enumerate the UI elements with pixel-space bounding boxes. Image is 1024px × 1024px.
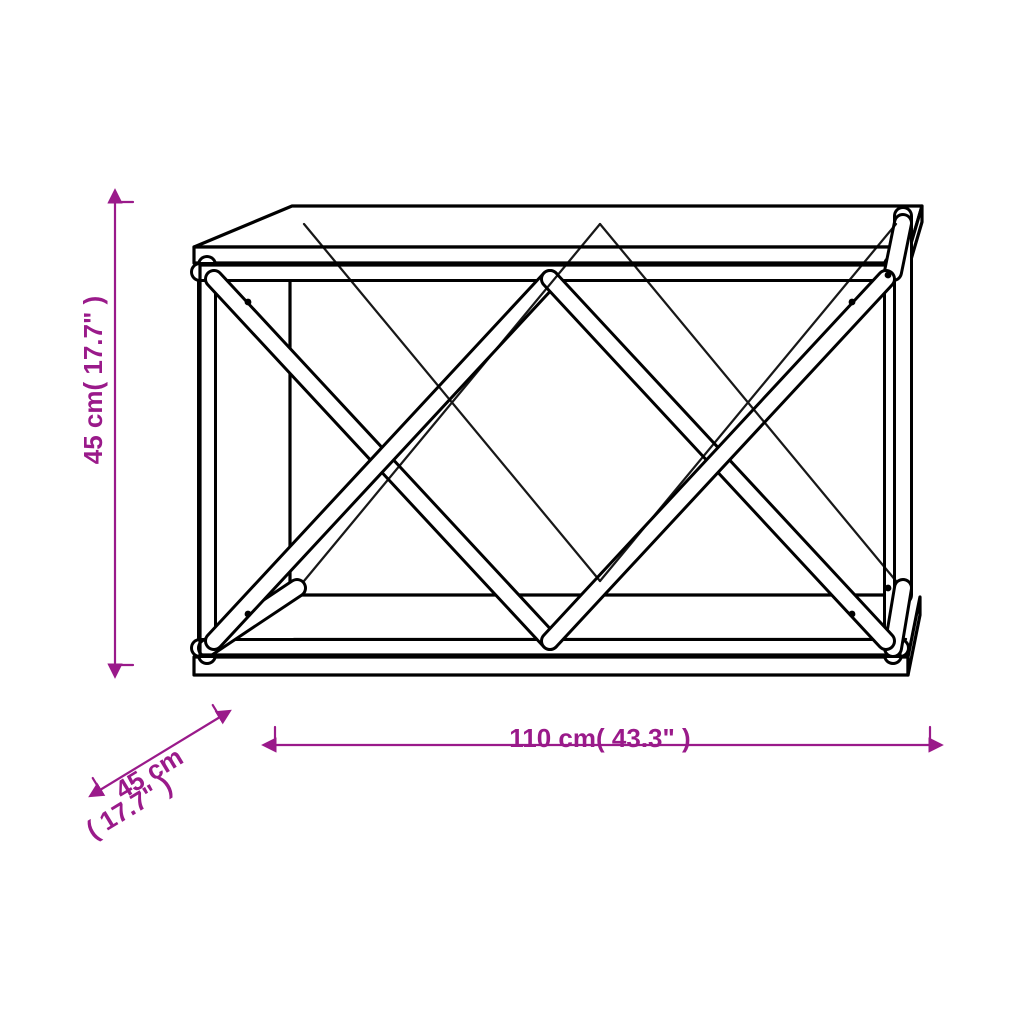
tabletop (194, 206, 922, 263)
dim-width: 110 cm( 43.3" ) (275, 723, 930, 753)
screw-dots (245, 272, 892, 618)
front-lattice (214, 279, 886, 641)
dim-depth: 45 cm( 17.7" ) (81, 705, 223, 845)
svg-text:110 cm( 43.3" ): 110 cm( 43.3" ) (509, 723, 690, 753)
dim-height: 45 cm( 17.7" ) (78, 202, 133, 665)
svg-text:45 cm( 17.7" ): 45 cm( 17.7" ) (78, 296, 108, 464)
